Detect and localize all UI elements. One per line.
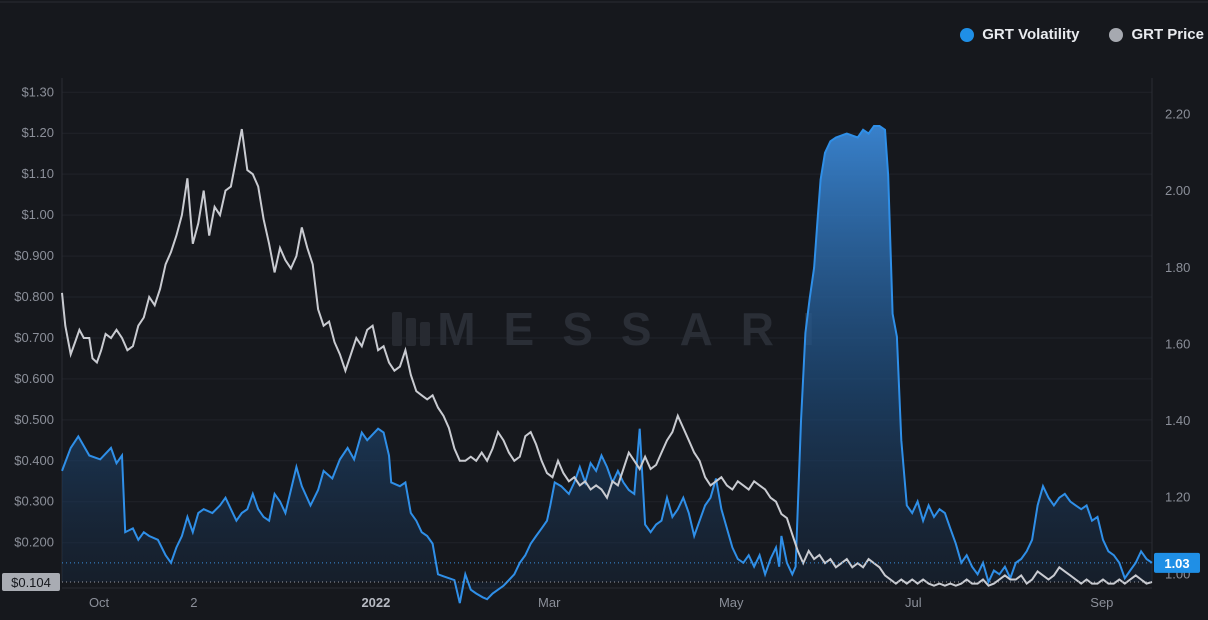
x-tick-label: Mar [538, 595, 561, 610]
price-current-label: $0.104 [11, 575, 51, 590]
current-value-markers: 1.03 $0.104 [2, 552, 1200, 591]
x-axis: Oct 2 2022 Mar May Jul Sep [89, 595, 1113, 610]
left-tick-label: $1.20 [21, 125, 54, 140]
x-tick-label: 2022 [361, 595, 390, 610]
price-line[interactable] [61, 128, 1153, 587]
volatility-current-badge [1154, 552, 1200, 573]
left-tick-label: $1.00 [21, 207, 54, 222]
left-tick-label: $0.600 [14, 371, 54, 386]
watermark-bar [420, 322, 430, 346]
left-tick-label: $0.400 [14, 453, 54, 468]
legend-item-volatility[interactable]: GRT Volatility [960, 26, 1079, 43]
x-tick-label: 2 [190, 595, 197, 610]
left-tick-label: $1.10 [21, 166, 54, 181]
watermark: MESSARI [437, 303, 843, 355]
right-axis: 2.202.001.801.601.401.201.00 [1165, 106, 1190, 581]
volatility-area [62, 126, 1152, 604]
watermark-bar [392, 312, 402, 346]
right-tick-label: 1.60 [1165, 336, 1190, 351]
left-tick-label: $0.200 [14, 535, 54, 550]
legend-item-price[interactable]: GRT Price [1109, 26, 1204, 43]
x-tick-label: Jul [905, 595, 922, 610]
left-tick-label: $1.30 [21, 84, 54, 99]
watermark-logo [392, 312, 430, 346]
legend: GRT Volatility GRT Price [960, 26, 1204, 43]
legend-swatch-volatility [960, 27, 975, 42]
left-tick-label: $0.300 [14, 494, 54, 509]
volatility-current-label: 1.03 [1164, 556, 1189, 571]
left-tick-label: $0.800 [14, 289, 54, 304]
right-tick-label: 1.80 [1165, 260, 1190, 275]
legend-swatch-price [1109, 27, 1124, 42]
price-current-badge [2, 573, 60, 591]
watermark-bar [406, 318, 416, 346]
left-tick-label: $0.700 [14, 330, 54, 345]
grid [61, 78, 1153, 589]
right-tick-label: 2.00 [1165, 183, 1190, 198]
legend-label-volatility: GRT Volatility [982, 26, 1080, 43]
right-tick-label: 1.20 [1165, 490, 1190, 505]
right-tick-label: 2.20 [1165, 106, 1190, 121]
left-tick-label: $0.500 [14, 412, 54, 427]
x-tick-label: Sep [1090, 595, 1113, 610]
legend-label-price: GRT Price [1131, 26, 1204, 43]
volatility-line[interactable] [61, 125, 1153, 604]
left-axis: $1.30 $1.20 $1.10 $1.00 $0.900 $0.800 $0.700 $0… [14, 84, 54, 549]
right-tick-label: 1.40 [1165, 413, 1190, 428]
x-tick-label: May [719, 595, 744, 610]
x-tick-label: Oct [89, 595, 110, 610]
left-tick-label: $0.900 [14, 248, 54, 263]
